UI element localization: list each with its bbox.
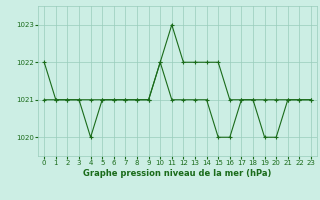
X-axis label: Graphe pression niveau de la mer (hPa): Graphe pression niveau de la mer (hPa) — [84, 169, 272, 178]
